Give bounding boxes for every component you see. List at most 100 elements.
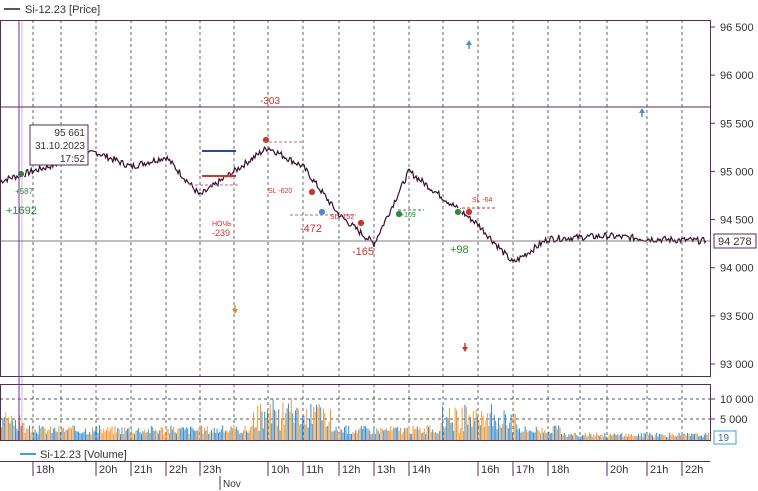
volume-bar (450, 423, 452, 440)
volume-bar (317, 407, 319, 440)
volume-bar (204, 427, 205, 440)
volume-bar (143, 429, 145, 440)
volume-bar (318, 404, 320, 440)
volume-bar (442, 406, 443, 440)
volume-bar (411, 433, 413, 440)
volume-bar (142, 431, 144, 440)
volume-bar (457, 416, 459, 440)
volume-y-tick-label: 10 000 (720, 394, 754, 406)
volume-bar (521, 431, 523, 440)
volume-bar (199, 425, 201, 440)
volume-bar (507, 428, 509, 440)
volume-bar (495, 421, 497, 440)
volume-bar (673, 434, 674, 440)
volume-bar (230, 426, 232, 440)
volume-bar (26, 428, 28, 440)
y-tick-label: 94 000 (720, 263, 754, 275)
volume-bar (358, 429, 359, 440)
volume-bar (688, 433, 690, 440)
volume-bar (286, 408, 288, 440)
volume-bar (50, 426, 51, 440)
volume-bar (222, 425, 224, 440)
volume-bar (430, 432, 432, 440)
volume-bar (320, 407, 322, 440)
volume-bar (547, 434, 548, 440)
volume-bar (107, 426, 109, 440)
volume-bar (34, 429, 36, 440)
volume-bar (75, 430, 77, 440)
volume-bar (465, 406, 467, 440)
volume-bar (512, 432, 513, 440)
volume-bar (177, 429, 179, 440)
volume-bar (502, 423, 504, 440)
volume-bar (626, 436, 628, 440)
volume-bar (639, 435, 641, 440)
volume-bar (72, 425, 74, 440)
trade-dot (454, 208, 462, 216)
volume-bar (157, 433, 159, 440)
y-tick-label: 93 000 (720, 359, 754, 371)
volume-bar (355, 430, 357, 440)
volume-bar (524, 426, 526, 440)
volume-bar (188, 434, 190, 440)
volume-bar (692, 434, 694, 440)
volume-bar (129, 433, 131, 440)
volume-bar (155, 429, 156, 440)
volume-bar (579, 436, 581, 440)
volume-bar (1, 427, 2, 440)
volume-bar (23, 423, 25, 440)
volume-bar (416, 426, 418, 440)
volume-bar (391, 430, 393, 440)
volume-bar (397, 426, 399, 440)
volume-bar (148, 428, 149, 440)
volume-bar (300, 423, 302, 440)
volume-bar (167, 428, 169, 440)
volume-bar (680, 435, 681, 440)
x-tick-label: 18h (36, 464, 54, 476)
volume-bar (330, 408, 331, 440)
volume-bar (64, 431, 65, 440)
volume-bar (701, 435, 702, 440)
volume-bar (541, 427, 543, 440)
volume-bar (629, 435, 631, 440)
volume-bar (554, 425, 555, 440)
volume-bar (601, 435, 603, 440)
volume-bar (114, 425, 116, 440)
volume-bar (503, 410, 505, 440)
volume-bar (227, 432, 229, 440)
volume-bar (640, 433, 642, 440)
volume-bar (506, 425, 508, 440)
volume-bar (428, 426, 429, 440)
volume-bar (484, 427, 485, 440)
volume-bar (86, 434, 88, 440)
volume-bar (491, 404, 492, 440)
volume-bar (27, 428, 29, 440)
volume-bar (353, 433, 355, 440)
volume-bar (402, 431, 404, 440)
volume-bar (681, 433, 683, 440)
volume-bar (297, 408, 299, 440)
volume-bar (374, 434, 376, 440)
volume-bar (674, 435, 676, 440)
volume-bar (48, 429, 50, 440)
volume-bar (618, 435, 620, 440)
volume-bar (246, 431, 247, 440)
volume-bar (3, 417, 5, 440)
volume-bar (176, 433, 177, 440)
volume-bar (379, 433, 380, 440)
volume-bar (667, 437, 669, 440)
volume-bar (619, 434, 621, 440)
volume-bar (36, 432, 37, 440)
volume-bar (654, 434, 656, 440)
volume-bar (37, 434, 39, 440)
volume-bar (632, 436, 634, 440)
volume-bar (342, 432, 344, 440)
volume-bar (412, 425, 414, 440)
volume-bar (566, 437, 568, 440)
volume-bar (136, 429, 138, 440)
volume-bar (645, 433, 646, 440)
volume-bar (356, 433, 358, 440)
volume-bar (454, 407, 456, 440)
volume-bar (535, 426, 537, 440)
